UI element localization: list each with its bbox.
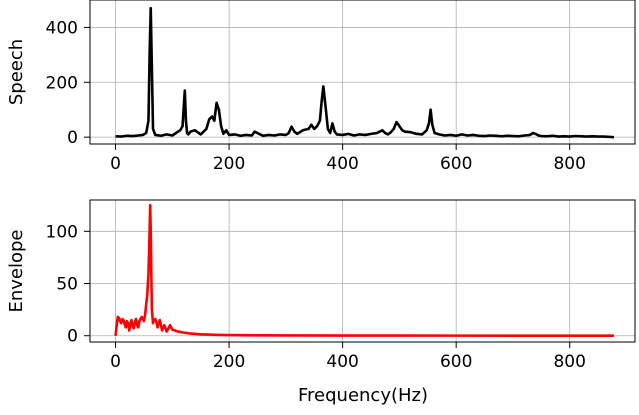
envelope-ticks: 0 200 400 600 800 0 50 100 <box>46 222 586 372</box>
envelope-ytick-label: 0 <box>67 327 78 347</box>
speech-ticks: 0 200 400 600 800 0 200 400 <box>46 18 586 174</box>
speech-xtick-label: 600 <box>440 154 472 174</box>
speech-grid <box>90 0 635 144</box>
speech-series-line <box>115 6 615 139</box>
envelope-xtick-label: 800 <box>553 352 585 372</box>
envelope-xtick-label: 200 <box>213 352 245 372</box>
speech-ylabel: Speech <box>6 39 27 105</box>
envelope-panel: 0 200 400 600 800 0 50 100 Envelope Frequency(H… <box>6 199 636 406</box>
envelope-ytick-label: 100 <box>46 222 78 242</box>
speech-xtick-label: 0 <box>110 154 121 174</box>
speech-ytick-label: 200 <box>46 73 78 93</box>
speech-ytick-label: 0 <box>67 128 78 148</box>
speech-xtick-label: 800 <box>553 154 585 174</box>
speech-panel: 0 200 400 600 800 0 200 400 Speech <box>6 0 636 174</box>
envelope-xtick-label: 600 <box>440 352 472 372</box>
envelope-ylabel: Envelope <box>6 229 27 312</box>
envelope-xlabel: Frequency(Hz) <box>298 385 428 406</box>
envelope-xtick-label: 0 <box>110 352 121 372</box>
speech-xtick-label: 200 <box>213 154 245 174</box>
speech-ytick-label: 400 <box>46 18 78 38</box>
envelope-xtick-label: 400 <box>326 352 358 372</box>
speech-axes-frame <box>89 0 636 145</box>
envelope-axes-frame <box>89 199 636 343</box>
envelope-grid <box>90 200 635 342</box>
envelope-series-line <box>114 203 614 337</box>
speech-xtick-label: 400 <box>326 154 358 174</box>
envelope-ytick-label: 50 <box>56 275 78 295</box>
